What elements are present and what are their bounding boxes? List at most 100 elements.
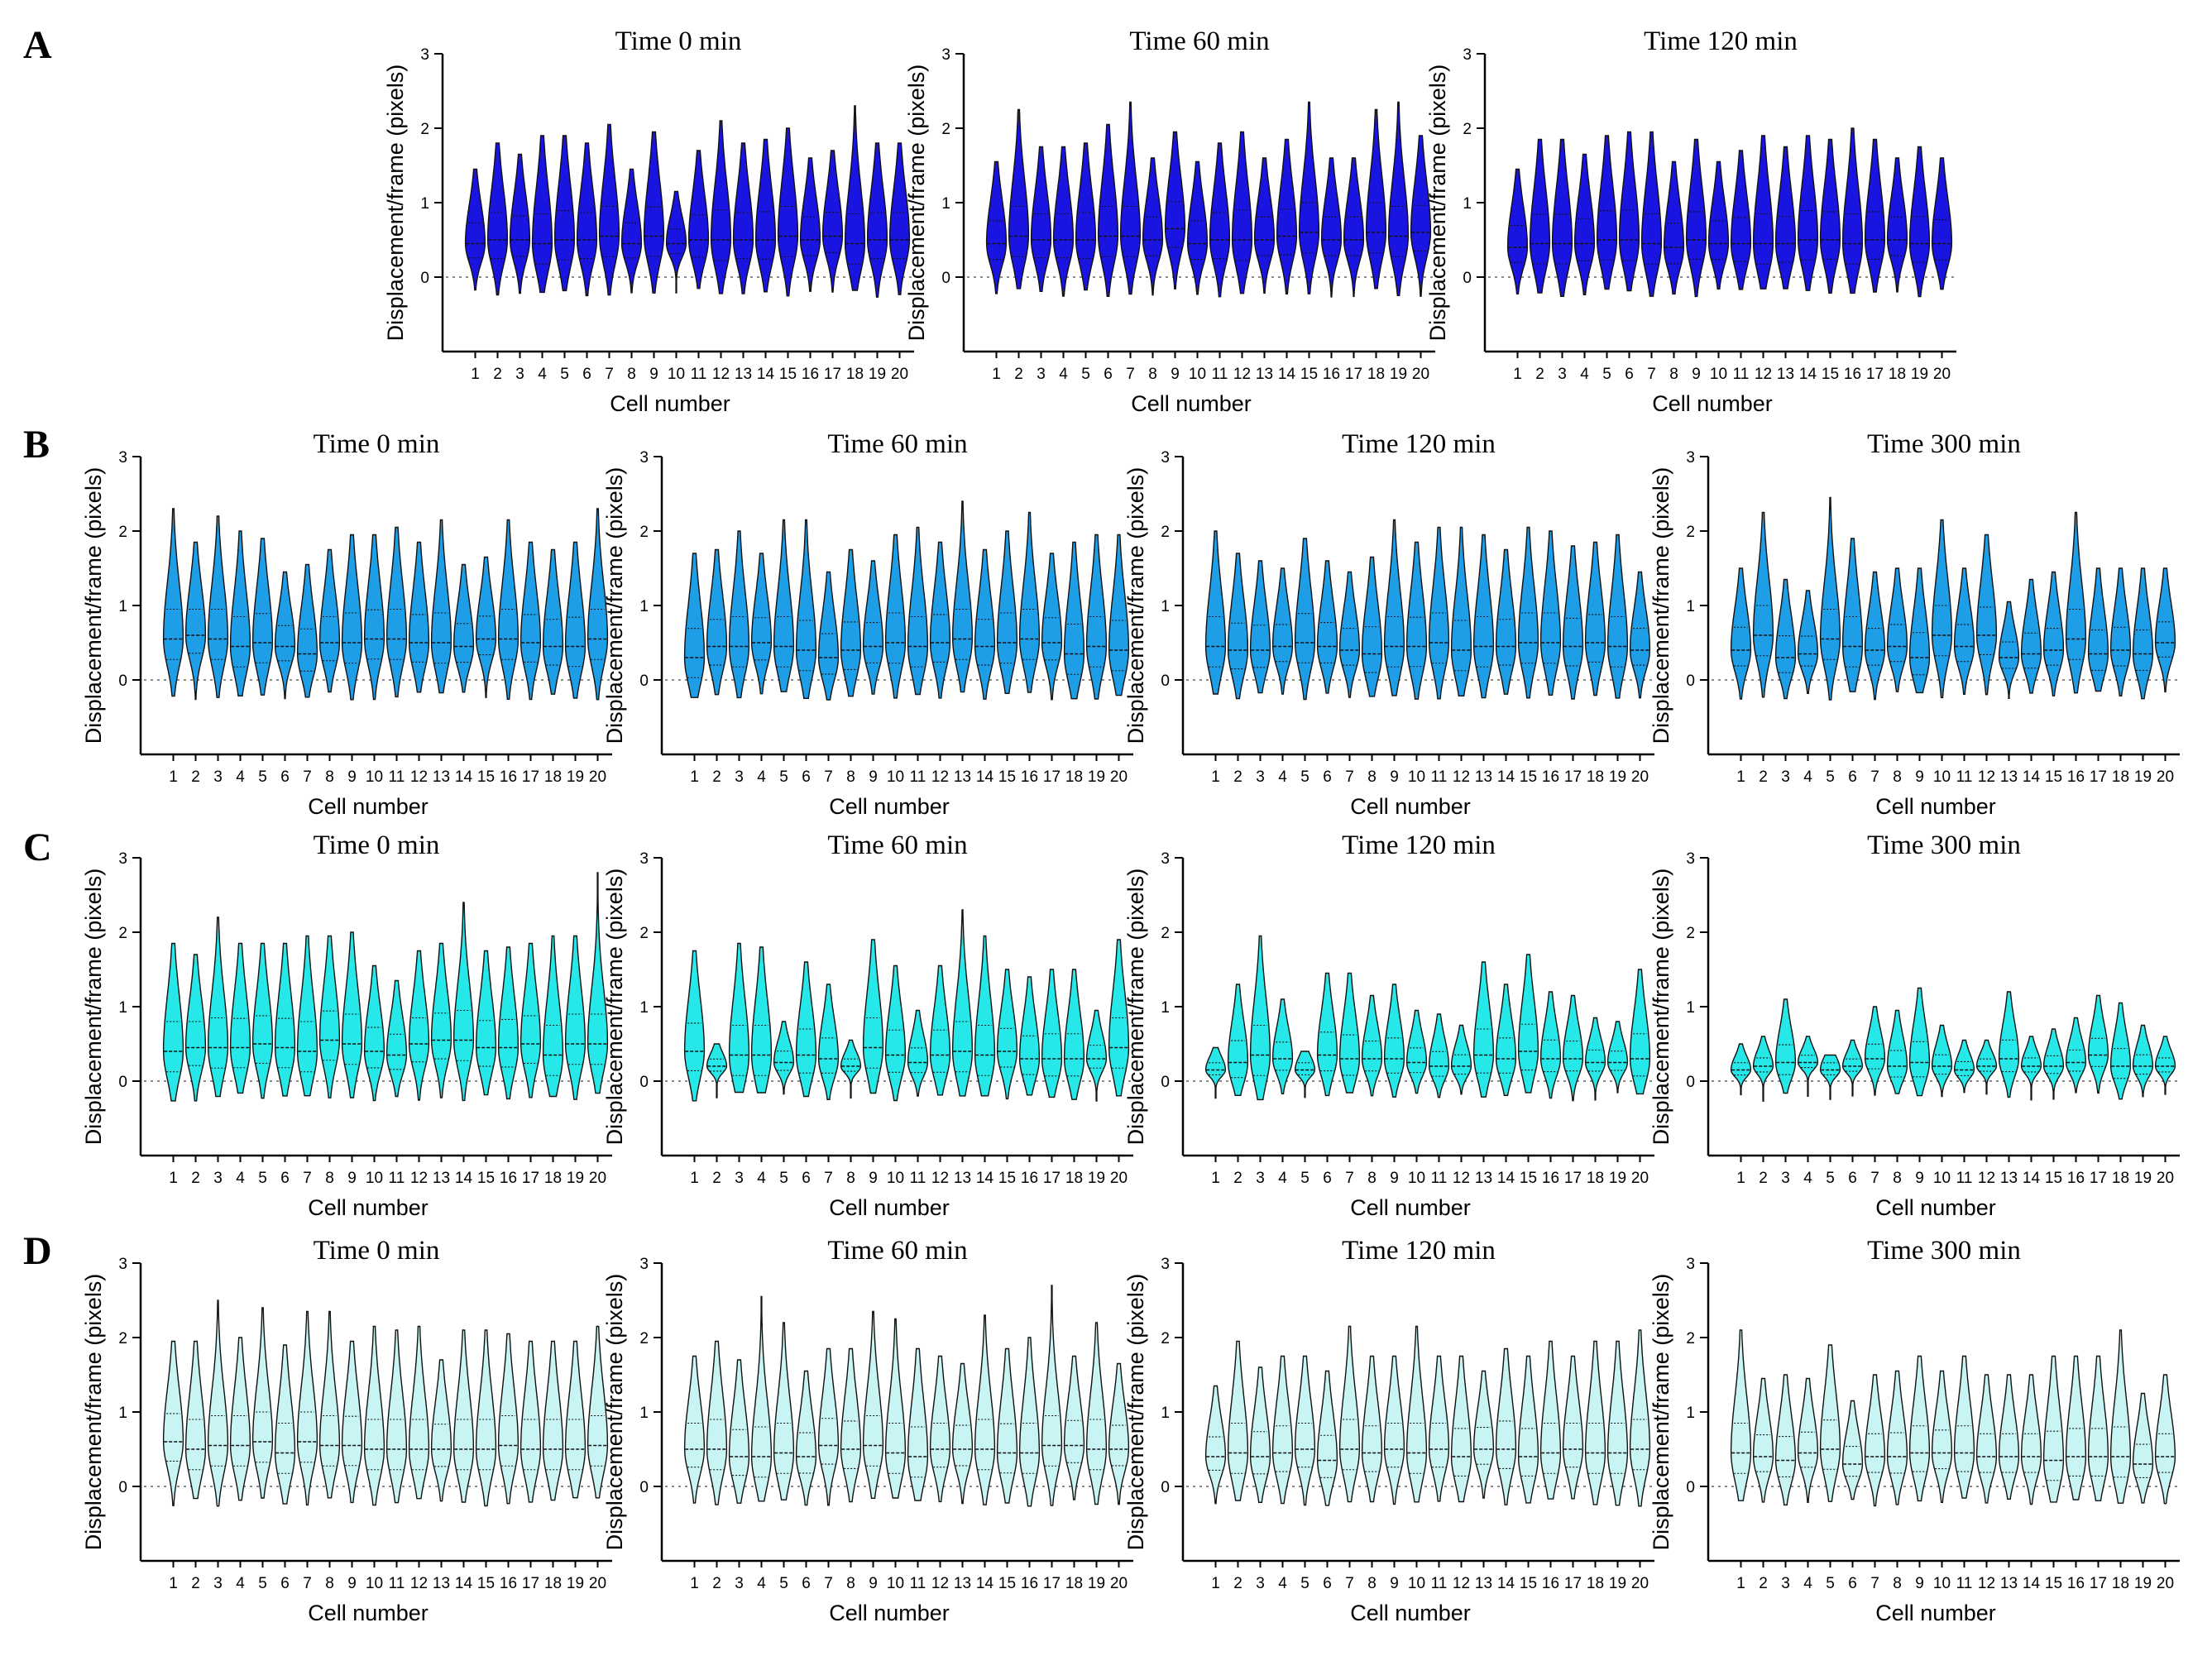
y-axis-label: Displacement/frame (pixels) (602, 869, 627, 1146)
x-tick-label: 7 (1647, 366, 1656, 383)
violin-cell-16 (1841, 127, 1864, 294)
x-tick-label: 1 (1211, 1575, 1220, 1592)
x-tick-label: 1 (992, 366, 1001, 383)
y-tick-label: 1 (1161, 999, 1170, 1017)
x-tick-label: 17 (1564, 1170, 1582, 1187)
violin-cell-7 (1338, 972, 1361, 1094)
violin-body (1249, 935, 1271, 1101)
x-tick-label: 11 (1956, 1170, 1973, 1187)
violin-cell-11 (1953, 567, 1975, 695)
x-tick-label: 10 (668, 366, 685, 383)
panel-letter-d: D (23, 1229, 52, 1273)
violin-cell-13 (1253, 157, 1276, 294)
violin-cell-19 (1387, 101, 1410, 296)
x-tick-label: 4 (236, 1575, 245, 1592)
x-tick-label: 10 (1710, 366, 1727, 383)
x-tick-label: 6 (1625, 366, 1634, 383)
violin-body (1249, 1366, 1271, 1503)
x-tick-label: 12 (410, 768, 428, 786)
y-tick-label: 2 (420, 121, 429, 138)
x-tick-label: 16 (1542, 1575, 1559, 1592)
x-tick-label: 20 (589, 768, 606, 786)
x-tick-label: 5 (1300, 768, 1309, 786)
violin-cell-16 (1539, 1340, 1562, 1500)
violin-cell-18 (1063, 1355, 1085, 1500)
violin-cell-17 (1562, 994, 1584, 1102)
x-tick-label: 20 (891, 366, 908, 383)
x-tick-label: 20 (589, 1575, 606, 1592)
violin-body (2087, 994, 2109, 1094)
violin-cell-4 (1271, 998, 1294, 1094)
violin-body (1573, 153, 1596, 295)
violin-body (1227, 1340, 1249, 1501)
violin-cell-10 (1931, 519, 1953, 699)
violin-cell-20 (587, 1325, 609, 1499)
x-tick-label: 19 (1390, 366, 1407, 383)
x-tick-label: 20 (589, 1170, 606, 1187)
violin-body (1629, 1329, 1651, 1507)
x-tick-label: 1 (169, 768, 178, 786)
x-tick-label: 20 (1631, 768, 1649, 786)
violin-cell-14 (974, 548, 996, 700)
x-tick-label: 17 (1345, 366, 1362, 383)
x-tick-label: 13 (735, 366, 752, 383)
violin-body (475, 556, 497, 698)
x-tick-label: 11 (1431, 768, 1448, 786)
violin-cell-19 (1606, 1340, 1629, 1506)
y-tick-label: 2 (118, 524, 127, 541)
violin-body (773, 1322, 795, 1500)
chart-title: Time 0 min (314, 1236, 440, 1266)
violin-cell-3 (1249, 560, 1271, 694)
x-tick-label: 10 (887, 768, 904, 786)
y-tick-label: 1 (118, 999, 127, 1017)
x-axis-label: Cell number (1131, 391, 1252, 416)
x-tick-label: 3 (735, 1170, 744, 1187)
chart-title: Time 120 min (1342, 429, 1496, 459)
x-tick-label: 9 (1390, 1170, 1399, 1187)
violin-body (817, 984, 840, 1100)
violin-cell-18 (844, 105, 866, 291)
violin-cell-2 (1227, 1340, 1249, 1501)
violin-body (2065, 1017, 2087, 1094)
violin-cell-1 (1730, 1329, 1752, 1501)
violin-cell-19 (1606, 534, 1629, 699)
x-tick-label: 5 (1826, 1575, 1835, 1592)
violin-body (643, 131, 665, 294)
violin-cell-11 (907, 1347, 929, 1501)
x-tick-label: 1 (169, 1575, 178, 1592)
y-tick-label: 1 (1463, 195, 1472, 213)
violin-cell-6 (274, 571, 296, 700)
violin-body (598, 123, 620, 296)
violin-body (1097, 123, 1119, 297)
violin-cell-8 (840, 1039, 861, 1099)
violin-cell-14 (452, 902, 475, 1102)
x-tick-label: 12 (1453, 768, 1470, 786)
violin-cell-9 (1908, 1355, 1931, 1502)
x-tick-label: 18 (2112, 1575, 2129, 1592)
y-tick-label: 1 (1686, 598, 1695, 615)
violin-cell-18 (1584, 541, 1606, 696)
violin-cell-17 (1041, 969, 1063, 1098)
violin-cell-8 (1886, 1009, 1908, 1094)
violin-cell-2 (1752, 511, 1774, 698)
violin-body (1517, 1355, 1539, 1504)
x-tick-label: 15 (998, 1170, 1016, 1187)
violin-cell-13 (430, 1359, 452, 1502)
x-tick-label: 4 (236, 1170, 245, 1187)
x-tick-label: 11 (1733, 366, 1750, 383)
violin-body (1361, 994, 1383, 1097)
violin-body (1797, 135, 1819, 291)
y-axis-label: Displacement/frame (pixels) (1123, 869, 1148, 1146)
violin-cell-4 (750, 1295, 773, 1502)
x-tick-label: 16 (1542, 1170, 1559, 1187)
y-tick-label: 3 (639, 850, 649, 868)
x-tick-label: 6 (280, 1170, 290, 1187)
violin-body (363, 1325, 385, 1506)
x-tick-label: 20 (1412, 366, 1429, 383)
y-tick-label: 3 (1463, 46, 1472, 64)
y-tick-label: 3 (1686, 850, 1695, 868)
violin-body (1886, 1370, 1908, 1505)
violin-cell-7 (598, 123, 620, 296)
x-tick-label: 5 (1081, 366, 1090, 383)
violin-cell-1 (985, 160, 1008, 294)
